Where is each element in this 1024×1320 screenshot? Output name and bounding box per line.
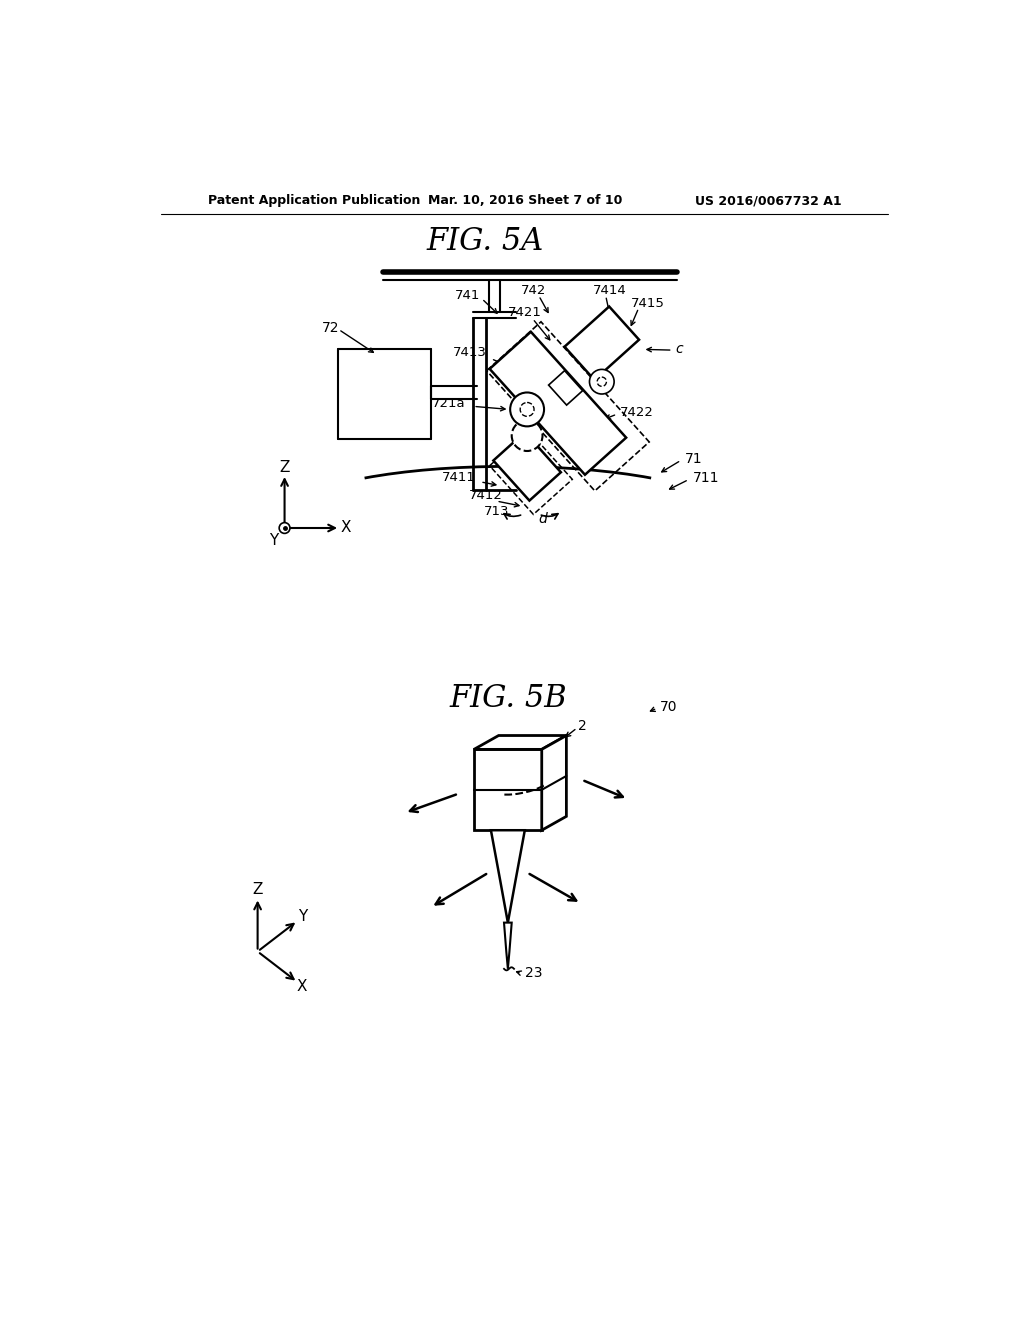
- Text: FIG. 5A: FIG. 5A: [426, 226, 544, 257]
- Circle shape: [512, 420, 543, 451]
- Text: Z: Z: [280, 461, 290, 475]
- Text: 7411: 7411: [441, 471, 475, 484]
- Text: 2: 2: [578, 719, 587, 734]
- Text: 7414: 7414: [593, 284, 627, 297]
- Text: X: X: [341, 520, 351, 536]
- Text: c: c: [676, 342, 683, 356]
- Text: d: d: [539, 512, 548, 525]
- Polygon shape: [474, 750, 542, 830]
- Text: 7421: 7421: [508, 306, 542, 319]
- Text: 71: 71: [685, 451, 702, 466]
- Text: FIG. 5B: FIG. 5B: [450, 684, 566, 714]
- Circle shape: [510, 392, 544, 426]
- Text: 721a: 721a: [432, 397, 466, 409]
- Text: 7413: 7413: [453, 346, 486, 359]
- Text: 7412: 7412: [469, 490, 503, 502]
- Polygon shape: [486, 322, 649, 491]
- Text: Z: Z: [253, 882, 263, 898]
- Circle shape: [590, 370, 614, 395]
- Circle shape: [280, 523, 290, 533]
- Polygon shape: [549, 371, 583, 405]
- Text: Y: Y: [269, 533, 279, 548]
- Text: Patent Application Publication: Patent Application Publication: [208, 194, 420, 207]
- Text: Y: Y: [298, 908, 307, 924]
- Polygon shape: [494, 432, 561, 500]
- Text: 711: 711: [692, 471, 719, 484]
- Text: 72: 72: [322, 321, 340, 335]
- Text: 7415: 7415: [631, 297, 665, 310]
- Text: US 2016/0067732 A1: US 2016/0067732 A1: [695, 194, 842, 207]
- Text: Mar. 10, 2016 Sheet 7 of 10: Mar. 10, 2016 Sheet 7 of 10: [428, 194, 622, 207]
- Text: 7422: 7422: [620, 407, 653, 418]
- Text: 23: 23: [524, 966, 543, 979]
- Polygon shape: [504, 923, 512, 969]
- Polygon shape: [474, 735, 566, 750]
- Polygon shape: [489, 331, 626, 475]
- Polygon shape: [490, 830, 524, 923]
- Text: 742: 742: [521, 284, 547, 297]
- Text: 70: 70: [660, 700, 678, 714]
- Polygon shape: [542, 735, 566, 830]
- Text: 713: 713: [484, 504, 509, 517]
- Text: 741: 741: [455, 289, 480, 302]
- Text: X: X: [297, 979, 307, 994]
- Polygon shape: [564, 306, 639, 380]
